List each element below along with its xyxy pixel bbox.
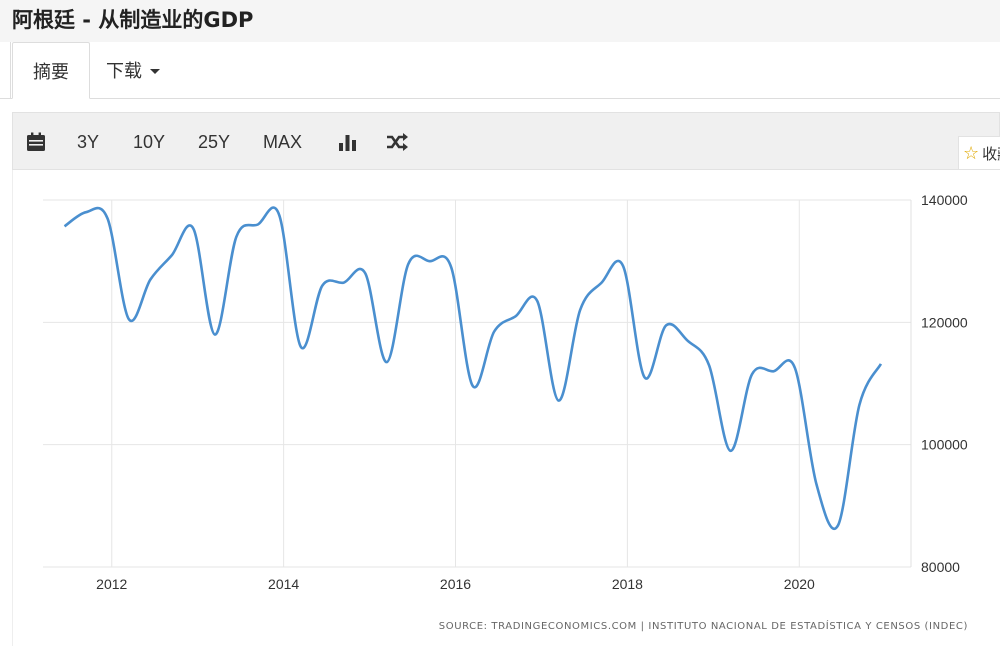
range-10y-button[interactable]: 10Y	[133, 131, 166, 152]
x-tick-label: 2016	[440, 576, 471, 592]
x-tick-label: 2012	[96, 576, 127, 592]
tab-download[interactable]: 下载	[86, 42, 180, 98]
y-tick-label: 140000	[921, 192, 968, 208]
chart-source: SOURCE: TRADINGECONOMICS.COM | INSTITUTO…	[439, 619, 968, 632]
y-tick-label: 120000	[921, 314, 968, 330]
tab-row-edge	[0, 42, 11, 98]
y-tick-label: 100000	[921, 437, 968, 453]
tab-download-label: 下载	[106, 61, 142, 82]
range-25y-button[interactable]: 25Y	[198, 131, 231, 152]
title-bar: 阿根廷 - 从制造业的GDP	[0, 0, 1000, 43]
star-icon: ☆	[963, 142, 980, 164]
page-title: 阿根廷 - 从制造业的GDP	[12, 8, 254, 32]
calendar-icon[interactable]	[25, 113, 47, 171]
chart-area: 80000 100000 120000 140000 2012 2014 2016 2018 2…	[12, 170, 1000, 646]
tab-bar: 摘要 下载	[0, 42, 1000, 99]
x-tick-label: 2018	[612, 576, 643, 592]
range-3y-button[interactable]: 3Y	[77, 131, 100, 152]
x-tick-label: 2020	[784, 576, 815, 592]
chart-toolbar: 3Y 10Y 25Y MAX	[12, 112, 1000, 170]
bar-chart-icon[interactable]	[337, 113, 359, 171]
favorite-label: 收藏	[982, 144, 1000, 163]
y-tick-label: 80000	[921, 559, 960, 575]
line-chart: 80000 100000 120000 140000 2012 2014 2016 2018 2…	[43, 192, 968, 632]
tab-summary[interactable]: 摘要	[12, 42, 90, 99]
caret-down-icon	[150, 68, 160, 74]
x-tick-label: 2014	[268, 576, 299, 592]
series-line	[63, 206, 883, 530]
range-max-button[interactable]: MAX	[263, 131, 303, 152]
favorite-button[interactable]: ☆ 收藏	[958, 136, 1000, 170]
shuffle-icon[interactable]	[385, 113, 409, 171]
